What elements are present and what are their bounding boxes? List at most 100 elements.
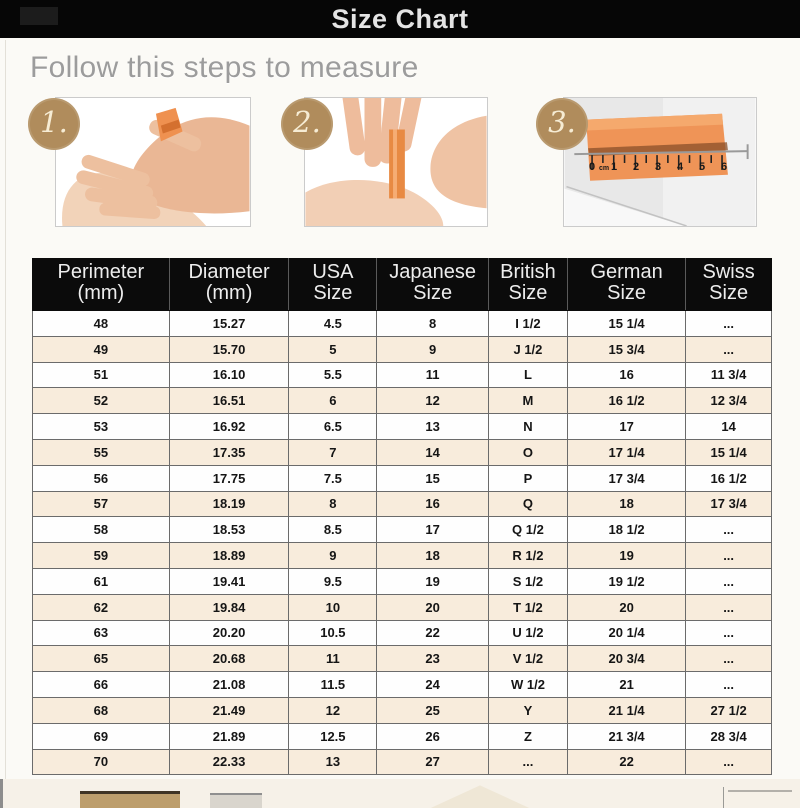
size-cell: 28 3/4	[685, 722, 772, 750]
preview-shape	[723, 787, 724, 808]
size-cell: 14	[685, 413, 772, 440]
size-cell: 19.41	[168, 567, 290, 595]
size-cell: 21.49	[168, 696, 290, 724]
size-cell: 9	[376, 335, 489, 363]
size-cell: 69	[32, 722, 170, 750]
size-cell: 15	[376, 464, 489, 492]
size-cell: 19 1/2	[566, 567, 687, 595]
size-cell: 15 1/4	[566, 310, 687, 337]
size-cell: ...	[685, 310, 772, 337]
titlebar-decoration	[20, 7, 58, 25]
size-cell: 21 1/4	[566, 696, 687, 724]
size-cell: ...	[487, 748, 568, 776]
size-cell: 61	[32, 567, 170, 595]
size-cell: ...	[685, 335, 772, 363]
size-cell: 16 1/2	[685, 464, 772, 492]
table-row: 57 18.19 8 16 Q 18 17 3/4	[32, 490, 772, 518]
table-row: 58 18.53 8.5 17 Q 1/2 18 1/2...	[32, 516, 772, 544]
size-cell: M	[487, 387, 568, 415]
size-cell: 17 3/4	[566, 464, 687, 492]
step-photo-3: 0 cm 1 2 3 4 5 6	[563, 97, 757, 227]
table-row: 70 22.33 13 27... 22...	[32, 748, 772, 776]
size-cell: 21.89	[168, 722, 290, 750]
size-cell: 17 3/4	[685, 490, 772, 518]
size-cell: 65	[32, 645, 170, 673]
size-cell: 26	[376, 722, 489, 750]
size-cell: 5.5	[288, 361, 378, 389]
step-2-badge: 2.	[281, 98, 333, 150]
size-cell: 24	[376, 671, 489, 698]
size-cell: 11 3/4	[685, 361, 772, 389]
size-cell: L	[487, 361, 568, 389]
column-header: Swiss Size	[685, 258, 772, 311]
size-cell: 59	[32, 542, 170, 569]
size-cell: 12	[288, 696, 378, 724]
step-number: 3.	[548, 104, 576, 139]
table-row: 61 19.41 9.5 19 S 1/2 19 1/2...	[32, 567, 772, 595]
size-cell: 21 3/4	[566, 722, 687, 750]
size-cell: 16.10	[168, 361, 290, 389]
column-header: British Size	[487, 258, 568, 311]
steps-row: 0 cm 1 2 3 4 5 6 1. 2. 3.	[0, 94, 800, 234]
step-3-badge: 3.	[536, 98, 588, 150]
size-cell: 16	[376, 490, 489, 518]
size-cell: 20.20	[168, 619, 290, 647]
preview-shape	[210, 793, 262, 808]
size-cell: Q	[487, 490, 568, 518]
size-cell: 17	[566, 413, 687, 440]
size-cell: 18	[376, 542, 489, 569]
size-cell: 22	[376, 619, 489, 647]
hand-wrap-tape-illustration	[56, 98, 250, 226]
table-row: 56 17.75 7.5 15 P 17 3/4 16 1/2	[32, 464, 772, 492]
step-number: 2.	[293, 104, 321, 139]
table-row: 52 16.51 6 12 M 16 1/2 12 3/4	[32, 387, 772, 415]
size-cell: 17 1/4	[566, 438, 687, 466]
size-cell: 22.33	[168, 748, 290, 776]
size-cell: W 1/2	[487, 671, 568, 698]
size-cell: 15.70	[168, 335, 290, 363]
size-cell: 6.5	[288, 413, 378, 440]
preview-shape	[430, 785, 530, 808]
table-row: 59 18.89 9 18 R 1/2 19...	[32, 542, 772, 569]
ruler-measure-illustration	[564, 98, 756, 226]
size-cell: 18 1/2	[566, 516, 687, 544]
size-cell: 16	[566, 361, 687, 389]
size-cell: Q 1/2	[487, 516, 568, 544]
size-cell: 13	[376, 413, 489, 440]
size-cell: 11.5	[288, 671, 378, 698]
size-cell: 16 1/2	[566, 387, 687, 415]
table-row: 51 16.10 5.5 11 L 16 11 3/4	[32, 361, 772, 389]
size-cell: 27 1/2	[685, 696, 772, 724]
size-cell: ...	[685, 542, 772, 569]
size-cell: 9	[288, 542, 378, 569]
size-cell: ...	[685, 593, 772, 621]
size-cell: 56	[32, 464, 170, 492]
size-cell: 5	[288, 335, 378, 363]
table-row: 66 21.08 11.5 24 W 1/2 21...	[32, 671, 772, 698]
size-cell: 63	[32, 619, 170, 647]
size-cell: 20	[376, 593, 489, 621]
size-cell: 66	[32, 671, 170, 698]
size-cell: 8.5	[288, 516, 378, 544]
size-cell: 19	[566, 542, 687, 569]
size-cell: 23	[376, 645, 489, 673]
size-cell: 49	[32, 335, 170, 363]
size-cell: 8	[288, 490, 378, 518]
size-cell: 48	[32, 310, 170, 337]
size-cell: O	[487, 438, 568, 466]
size-cell: 18	[566, 490, 687, 518]
size-cell: 10.5	[288, 619, 378, 647]
size-cell: 9.5	[288, 567, 378, 595]
size-cell: ...	[685, 671, 772, 698]
size-cell: 70	[32, 748, 170, 776]
size-cell: Z	[487, 722, 568, 750]
column-header: Perimeter (mm)	[32, 258, 170, 311]
size-cell: 62	[32, 593, 170, 621]
size-cell: J 1/2	[487, 335, 568, 363]
page-title: Size Chart	[331, 3, 469, 34]
table-row: 62 19.84 10 20 T 1/2 20...	[32, 593, 772, 621]
size-cell: 20.68	[168, 645, 290, 673]
size-cell: 17	[376, 516, 489, 544]
size-cell: 19	[376, 567, 489, 595]
size-cell: 51	[32, 361, 170, 389]
